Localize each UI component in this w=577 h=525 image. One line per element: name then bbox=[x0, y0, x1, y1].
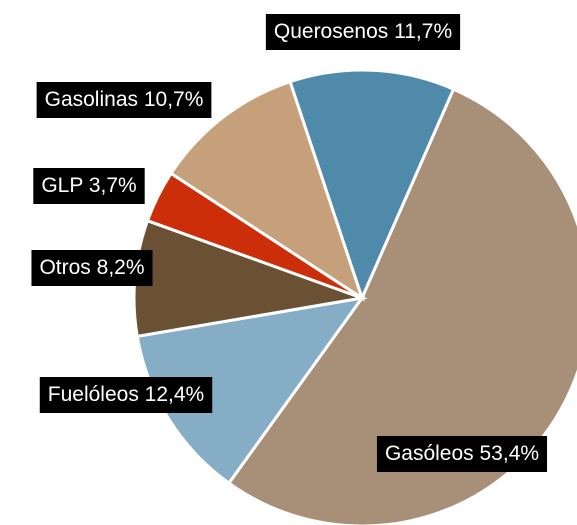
label-value: 12,4% bbox=[145, 383, 205, 406]
pie-slice bbox=[135, 295, 366, 486]
label-name: Querosenos bbox=[274, 20, 388, 43]
label-box bbox=[31, 250, 153, 286]
pie-slice bbox=[226, 87, 577, 525]
pie-slice bbox=[288, 68, 456, 303]
label-value: 11,7% bbox=[394, 20, 452, 43]
data-label: Otros 8,2% bbox=[31, 250, 153, 286]
label-box bbox=[376, 436, 548, 472]
label-name: Otros bbox=[39, 256, 90, 279]
label-name: Gasolinas bbox=[45, 88, 138, 111]
data-label: Gasolinas 10,7% bbox=[36, 82, 212, 118]
data-label: Fuelóleos 12,4% bbox=[39, 377, 213, 413]
data-label: GLP 3,7% bbox=[33, 168, 145, 204]
label-name: Gasóleos bbox=[385, 442, 474, 465]
label-text: Querosenos 11,7% bbox=[274, 20, 452, 43]
label-text: Otros 8,2% bbox=[39, 256, 144, 279]
label-text: Fuelóleos 12,4% bbox=[48, 383, 204, 406]
label-text: Gasolinas 10,7% bbox=[45, 88, 204, 111]
data-label: Querosenos 11,7% bbox=[265, 14, 461, 50]
label-value: 8,2% bbox=[97, 256, 145, 279]
pie-slice bbox=[168, 79, 365, 302]
label-name: GLP bbox=[41, 174, 83, 197]
label-value: 3,7% bbox=[89, 174, 137, 197]
label-box bbox=[265, 14, 461, 50]
label-value: 53,4% bbox=[480, 442, 540, 465]
label-box bbox=[36, 82, 212, 118]
label-text: Gasóleos 53,4% bbox=[385, 442, 539, 465]
label-value: 10,7% bbox=[144, 88, 204, 111]
label-name: Fuelóleos bbox=[48, 383, 139, 406]
label-box bbox=[39, 377, 213, 413]
label-text: GLP 3,7% bbox=[41, 174, 136, 197]
label-box bbox=[33, 168, 145, 204]
data-label: Gasóleos 53,4% bbox=[376, 436, 548, 472]
